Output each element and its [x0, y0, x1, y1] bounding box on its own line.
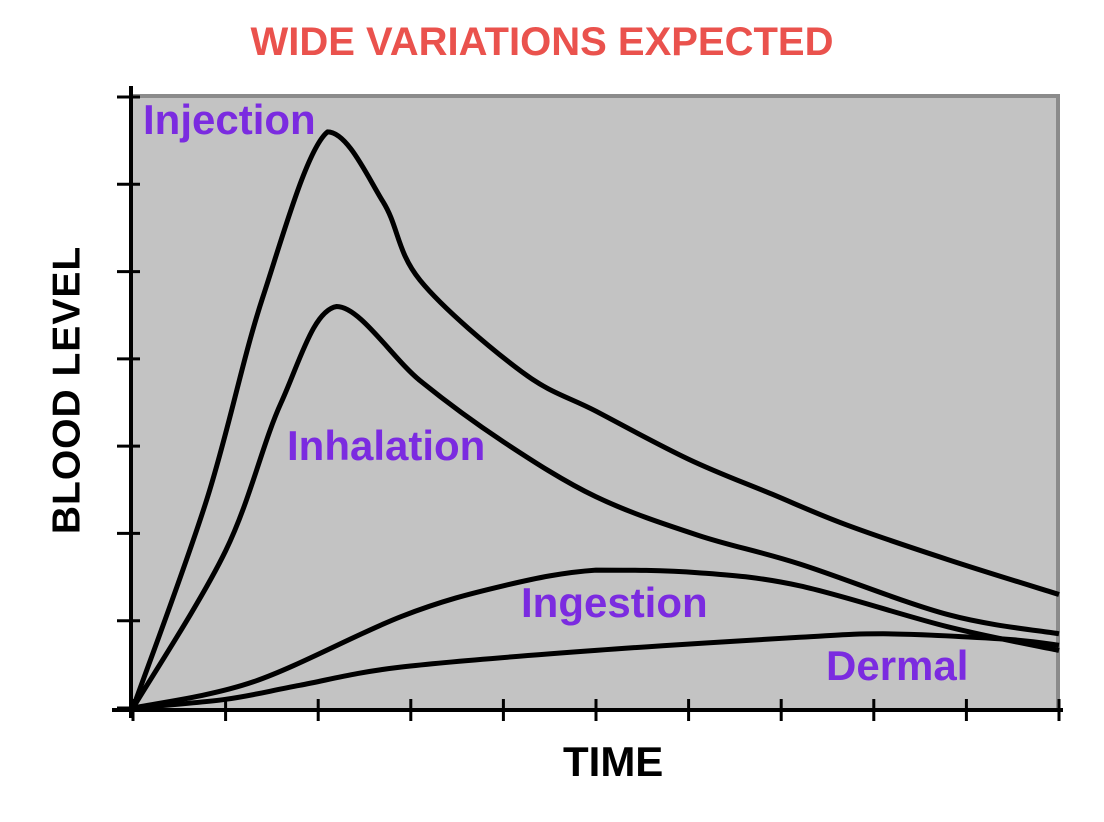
- curve-inhalation: [130, 304, 1060, 710]
- curve-label-ingestion: Ingestion: [521, 579, 708, 626]
- curve-injection: [130, 129, 1060, 709]
- x-axis-label: TIME: [563, 738, 664, 785]
- curve-label-inhalation: Inhalation: [287, 422, 486, 469]
- plot-background: [133, 94, 1060, 710]
- curve-label-injection: Injection: [143, 96, 316, 143]
- curve-label-dermal: Dermal: [826, 642, 969, 689]
- curve-dermal: [132, 631, 1060, 711]
- chart-title: WIDE VARIATIONS EXPECTED: [250, 20, 834, 64]
- y-axis-label: BLOOD LEVEL: [45, 245, 89, 535]
- curve-ingestion: [132, 567, 1060, 711]
